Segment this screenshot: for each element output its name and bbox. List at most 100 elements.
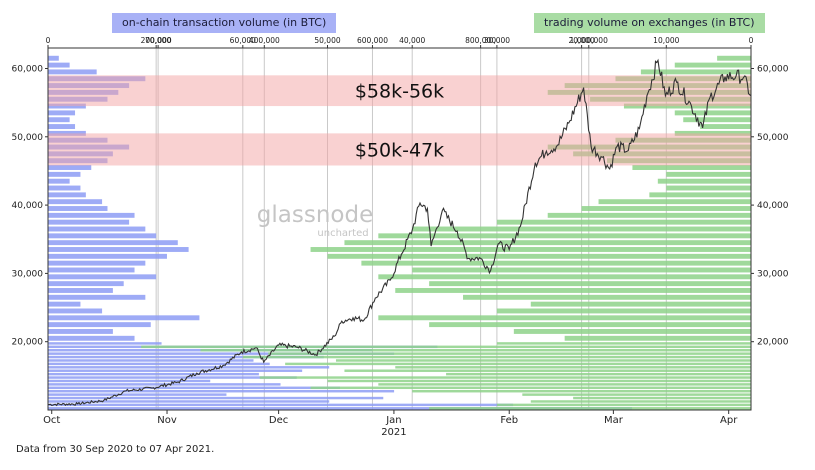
exchange-volume-bar xyxy=(674,110,751,116)
top-left-tick-label: 800,000 xyxy=(465,36,496,45)
exchange-volume-bar xyxy=(513,328,751,334)
onchain-volume-bar xyxy=(48,62,70,68)
top-right-tick-label: 20,000 xyxy=(568,36,594,45)
exchange-volume-bar xyxy=(463,294,751,300)
top-left-tick-label: 600,000 xyxy=(357,36,388,45)
onchain-volume-bar xyxy=(48,342,162,345)
exchange-volume-bar xyxy=(268,352,751,355)
exchange-volume-bar xyxy=(496,219,751,225)
exchange-volume-bar xyxy=(522,393,751,396)
x-tick-label: Nov xyxy=(157,415,177,426)
x-tick-label: Apr xyxy=(720,415,738,426)
exchange-volume-bar xyxy=(327,379,751,383)
onchain-volume-bar xyxy=(48,55,59,61)
exchange-volume-bar xyxy=(674,62,751,68)
onchain-volume-bar xyxy=(48,308,103,314)
exchange-volume-bar xyxy=(674,130,751,136)
data-range-footnote: Data from 30 Sep 2020 to 07 Apr 2021. xyxy=(16,444,215,455)
onchain-volume-bar xyxy=(48,376,297,379)
exchange-volume-bar xyxy=(200,349,751,352)
exchange-volume-bar xyxy=(242,355,751,359)
y-tick-label-right: 30,000 xyxy=(757,269,789,279)
top-right-tick-label: 50,000 xyxy=(314,36,340,45)
exchange-volume-bar xyxy=(640,69,751,75)
exchange-volume-bar xyxy=(395,288,751,293)
plot-frame xyxy=(47,47,752,411)
onchain-volume-bar xyxy=(48,396,384,400)
onchain-volume-bar xyxy=(48,260,146,266)
top-left-tick-label: 0 xyxy=(46,36,51,45)
y-tick-label-left: 30,000 xyxy=(12,269,44,279)
exchange-volume-bar xyxy=(581,206,751,211)
onchain-volume-bar xyxy=(48,315,200,321)
x-tick-label: Oct xyxy=(43,415,60,426)
exchange-volume-bar xyxy=(564,335,751,341)
onchain-volume-bar xyxy=(48,165,92,170)
exchange-volume-bar xyxy=(335,359,751,362)
onchain-volume-bar xyxy=(48,288,113,293)
exchange-volume-bar xyxy=(327,253,751,259)
top-left-tick-label: 200,000 xyxy=(141,36,172,45)
onchain-volume-bar xyxy=(48,359,254,362)
top-right-tick-label: 0 xyxy=(749,36,754,45)
exchange-volume-bar xyxy=(378,315,751,321)
onchain-volume-bar xyxy=(48,253,167,259)
exchange-volume-bar xyxy=(496,342,751,345)
onchain-volume-bar xyxy=(48,199,103,205)
onchain-volume-bar xyxy=(48,171,81,177)
onchain-volume-bar xyxy=(48,366,330,369)
top-right-tick-label: 60,000 xyxy=(230,36,256,45)
exchange-volume-bar xyxy=(666,171,751,177)
exchange-volume-bar xyxy=(496,308,751,314)
onchain-volume-bar xyxy=(48,294,146,300)
onchain-volume-bar xyxy=(48,267,135,273)
exchange-volume-bar xyxy=(530,400,751,403)
exchange-volume-bar xyxy=(632,165,751,170)
onchain-volume-bar xyxy=(48,212,135,218)
price-line xyxy=(48,58,752,407)
y-tick-label-right: 60,000 xyxy=(757,64,789,74)
onchain-volume-bar xyxy=(48,233,157,239)
onchain-volume-bar xyxy=(48,386,341,390)
exchange-volume-bar xyxy=(446,372,751,376)
x-tick-label: Mar xyxy=(604,415,624,426)
top-right-tick-label: 10,000 xyxy=(653,36,679,45)
exchange-volume-bar xyxy=(429,322,751,328)
exchange-volume-bar xyxy=(259,376,751,379)
onchain-volume-bar xyxy=(48,369,303,372)
exchange-volume-bar xyxy=(547,212,751,218)
legend-exchange-volume: trading volume on exchanges (in BTC) xyxy=(534,13,765,33)
exchange-volume-bar xyxy=(378,383,751,386)
onchain-volume-bar xyxy=(48,352,395,355)
onchain-volume-bar xyxy=(48,301,81,307)
onchain-volume-bar xyxy=(48,178,70,184)
y-tick-label-left: 50,000 xyxy=(12,133,44,143)
onchain-volume-bar xyxy=(48,400,330,403)
y-tick-label-right: 40,000 xyxy=(757,201,789,211)
exchange-volume-bar xyxy=(361,260,751,266)
legend-onchain-volume: on-chain transaction volume (in BTC) xyxy=(112,13,337,33)
exchange-volume-bar xyxy=(378,233,751,239)
onchain-volume-bar xyxy=(48,328,113,334)
onchain-volume-bar xyxy=(48,274,157,280)
exchange-volume-bar xyxy=(429,281,751,287)
exchange-volume-bar xyxy=(285,362,751,366)
onchain-volume-bar xyxy=(48,185,81,191)
onchain-volume-bar xyxy=(48,247,189,252)
onchain-volume-bar xyxy=(48,69,97,75)
onchain-volume-bar xyxy=(48,407,633,410)
exchange-volume-bar xyxy=(141,345,751,349)
exchange-volume-bar xyxy=(412,389,751,393)
exchange-volume-bar xyxy=(378,274,751,280)
exchange-volume-bar xyxy=(649,192,751,198)
top-right-tick-label: 40,000 xyxy=(399,36,425,45)
exchange-volume-bar xyxy=(683,117,751,123)
onchain-volume-bar xyxy=(48,403,514,407)
exchange-volume-bar xyxy=(496,403,751,407)
onchain-volume-bar xyxy=(48,219,130,225)
exchange-volume-bar xyxy=(310,386,751,390)
onchain-volume-bar xyxy=(48,362,270,366)
onchain-volume-bar xyxy=(48,322,151,328)
onchain-volume-bar xyxy=(48,124,76,130)
top-right-tick-label: 70,000 xyxy=(145,36,171,45)
